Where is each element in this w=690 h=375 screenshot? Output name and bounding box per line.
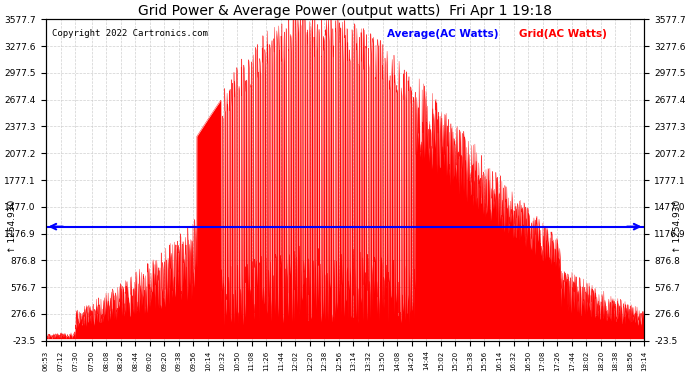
- Text: Grid(AC Watts): Grid(AC Watts): [519, 29, 607, 39]
- Text: ↑ 1254.930: ↑ 1254.930: [673, 200, 682, 253]
- Text: Average(AC Watts): Average(AC Watts): [387, 29, 498, 39]
- Title: Grid Power & Average Power (output watts)  Fri Apr 1 19:18: Grid Power & Average Power (output watts…: [138, 4, 552, 18]
- Text: Copyright 2022 Cartronics.com: Copyright 2022 Cartronics.com: [52, 29, 208, 38]
- Text: ↑ 1254.930: ↑ 1254.930: [8, 200, 17, 253]
